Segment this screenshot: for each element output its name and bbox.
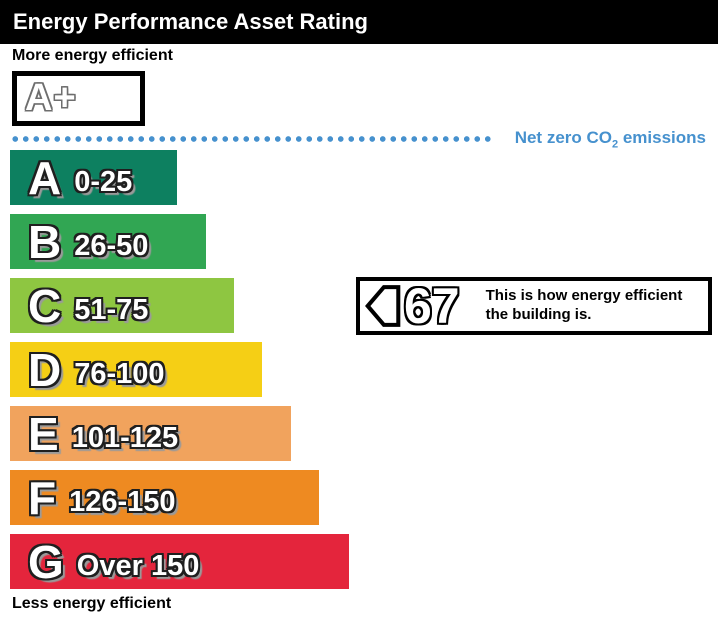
rating-value: 67 xyxy=(404,278,460,334)
band-letter: G xyxy=(28,535,64,588)
chart-title: Energy Performance Asset Rating xyxy=(13,9,368,34)
band-letter: A xyxy=(28,151,62,204)
band-letter: B xyxy=(28,215,62,268)
band-row-g: G Over 150 xyxy=(10,534,349,589)
band-range: Over 150 xyxy=(76,550,200,582)
band-row-a: A 0-25 xyxy=(10,150,177,205)
band-row-c: C 51-75 xyxy=(10,278,234,333)
band-range: 0-25 xyxy=(74,166,133,198)
rating-bands: A 0-25 B 26-50 C 51-75 D 76-100 E 101-12… xyxy=(10,150,349,589)
net-zero-dotted-line xyxy=(10,135,492,143)
band-range: 76-100 xyxy=(74,358,165,390)
left-arrow-icon xyxy=(365,285,401,327)
band-row-d: D 76-100 xyxy=(10,342,262,397)
more-efficient-label: More energy efficient xyxy=(12,47,173,64)
band-row-b: B 26-50 xyxy=(10,214,206,269)
band-letter: C xyxy=(28,279,62,332)
co2-subscript: 2 xyxy=(612,138,619,151)
band-range: 26-50 xyxy=(74,230,149,262)
band-range: 126-150 xyxy=(69,486,176,518)
band-letter: E xyxy=(28,407,59,460)
chart-title-bar: Energy Performance Asset Rating xyxy=(0,0,718,44)
net-zero-label: Net zero CO2 emissions xyxy=(514,128,706,151)
a-plus-label: A+ xyxy=(25,77,77,119)
rating-description: This is how energy efficient the buildin… xyxy=(485,287,683,323)
rating-indicator-box: 67 This is how energy efficient the buil… xyxy=(356,277,712,335)
band-row-f: F 126-150 xyxy=(10,470,319,525)
a-plus-band-box: A+ xyxy=(12,71,145,126)
band-range: 51-75 xyxy=(74,294,149,326)
band-letter: D xyxy=(28,343,62,396)
band-letter: F xyxy=(28,471,57,524)
band-row-e: E 101-125 xyxy=(10,406,291,461)
less-efficient-label: Less energy efficient xyxy=(12,595,172,612)
band-range: 101-125 xyxy=(71,422,179,454)
